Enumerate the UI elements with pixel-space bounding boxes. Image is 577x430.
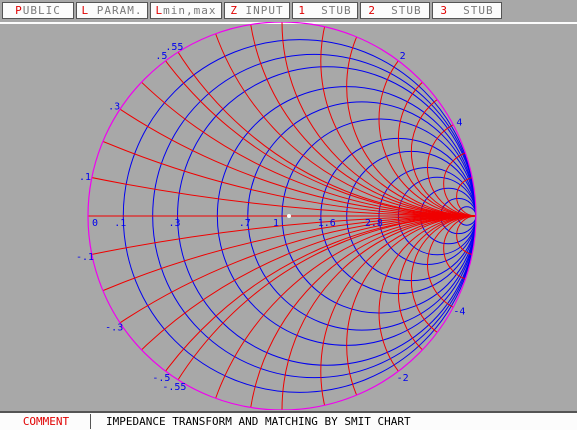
reactance-arc [247, 22, 476, 217]
reactance-arc [427, 215, 476, 314]
r-label: .3 [169, 218, 181, 229]
reactance-arc [378, 215, 476, 410]
x-label: -.5 [152, 373, 170, 384]
reactance-arc [346, 22, 476, 217]
x-label: .3 [108, 101, 120, 112]
reactance-arc [88, 22, 476, 217]
chart-boundary [87, 22, 477, 410]
comment-label: COMMENT [2, 414, 91, 429]
reactance-arc [122, 22, 476, 217]
reactance-arc [427, 118, 476, 217]
reactance-arc [88, 215, 476, 410]
reactance-arc [397, 60, 476, 217]
x-label: 4 [456, 117, 462, 128]
x-label: -.55 [162, 382, 186, 393]
x-label: -.3 [105, 323, 123, 334]
reactance-arc [456, 215, 476, 256]
reactance-arc [320, 22, 476, 217]
reactance-arc [346, 215, 476, 410]
reactance-arc [88, 22, 476, 217]
comment-text: IMPEDANCE TRANSFORM AND MATCHING BY SMIT… [106, 415, 411, 428]
r-label: .1 [114, 218, 126, 229]
r-label: 0 [92, 218, 98, 229]
reactance-arc [378, 22, 476, 217]
reactance-arc [88, 215, 476, 410]
reactance-arc [88, 22, 476, 217]
x-label: .1 [79, 172, 91, 183]
x-label: .5 [155, 51, 167, 62]
x-label: -2 [397, 373, 409, 384]
menu-item-public[interactable]: PUBLIC [2, 2, 74, 19]
r-label: .7 [239, 218, 251, 229]
x-label: -4 [453, 307, 465, 318]
reactance-arc [320, 215, 476, 410]
reactance-arc [122, 215, 476, 410]
menu-item-3-stub[interactable]: 3 STUB [432, 2, 502, 19]
menu-item-lmin-max[interactable]: Lmin,max [150, 2, 222, 19]
reactance-arc [456, 176, 476, 217]
r-label: 1.6 [318, 218, 336, 229]
status-bar: COMMENT IMPEDANCE TRANSFORM AND MATCHING… [0, 411, 577, 430]
center-marker [287, 214, 291, 218]
r-label: 2.8 [365, 218, 383, 229]
menu-item-z-input[interactable]: Z INPUT [224, 2, 290, 19]
reactance-arc [88, 215, 476, 410]
reactance-arc [410, 86, 476, 217]
menu-bar: PUBLIC L PARAM. Lmin,max Z INPUT 1 STUB … [0, 0, 577, 24]
menu-item-1-stub[interactable]: 1 STUB [292, 2, 358, 19]
x-label: .55 [165, 42, 183, 53]
menu-item-l-param[interactable]: L PARAM. [76, 2, 148, 19]
reactance-arc [397, 215, 476, 372]
reactance-arc [247, 215, 476, 410]
reactance-arc [88, 22, 476, 217]
menu-item-2-stub[interactable]: 2 STUB [360, 2, 430, 19]
reactance-arc [410, 215, 476, 346]
r-label: 1 [273, 218, 279, 229]
reactance-arc [88, 215, 476, 410]
smith-chart[interactable]: 0.1.3.711.62.8124.55.5.3.1-.1-.3-.5-.55-… [0, 22, 577, 410]
x-label: 2 [400, 51, 406, 62]
x-label: -.1 [76, 252, 94, 263]
